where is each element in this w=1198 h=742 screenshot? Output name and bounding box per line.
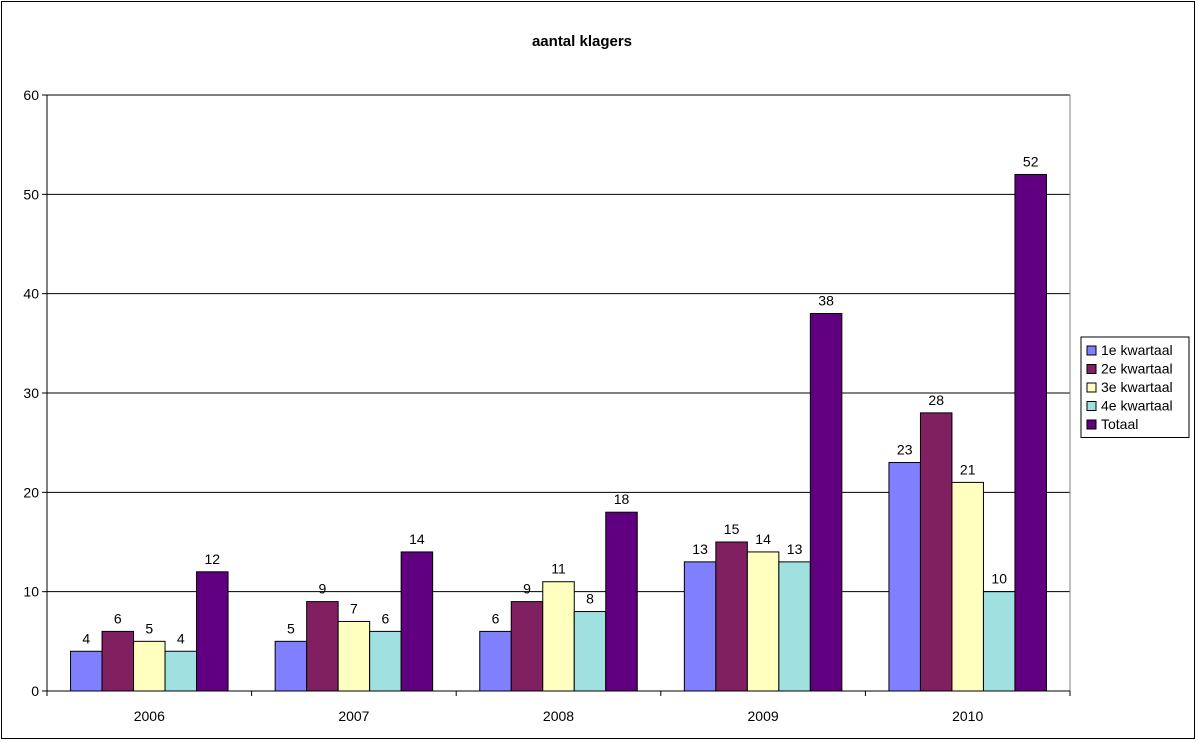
bar: [101, 630, 135, 692]
x-tick-label: 2008: [543, 708, 574, 724]
bar: [809, 313, 843, 692]
legend: 1e kwartaal 2e kwartaal 3e kwartaal 4e kwar…: [1080, 336, 1190, 438]
bar: [1014, 173, 1047, 692]
data-label: 9: [319, 581, 327, 597]
data-label: 9: [523, 581, 531, 597]
x-tick-label: 2009: [748, 708, 779, 724]
data-label: 6: [382, 610, 390, 626]
y-tick-label: 0: [31, 683, 39, 699]
legend-entry: 1e kwartaal: [1101, 342, 1173, 358]
bar: [164, 650, 198, 692]
legend-entry: 4e kwartaal: [1101, 398, 1173, 414]
bar: [306, 601, 339, 692]
bar: [746, 551, 780, 692]
data-label: 13: [692, 541, 708, 557]
legend-swatch: [1086, 364, 1097, 374]
legend-entry: 3e kwartaal: [1101, 379, 1173, 395]
chart-title: aantal klagers: [532, 33, 632, 50]
y-tick-label: 40: [23, 286, 39, 302]
bar: [196, 571, 229, 692]
bar: [510, 601, 544, 692]
bar: [542, 581, 575, 692]
x-tick-label: 2006: [134, 708, 165, 724]
data-label: 38: [818, 293, 834, 309]
data-label: 4: [177, 630, 185, 646]
y-tick-label: 20: [23, 484, 39, 500]
data-label: 14: [409, 531, 425, 547]
y-tick-label: 60: [23, 87, 39, 103]
bar: [133, 640, 166, 692]
x-tick-label: 2010: [952, 708, 983, 724]
bar: [951, 481, 984, 692]
bar: [778, 561, 811, 692]
y-tick-label: 50: [23, 186, 39, 202]
bar: [919, 412, 953, 692]
bar: [274, 640, 308, 692]
bar: [715, 541, 748, 692]
data-label: 13: [787, 541, 803, 557]
data-label: 5: [287, 620, 295, 636]
data-label: 4: [82, 630, 90, 646]
legend-swatch: [1086, 419, 1097, 430]
bar: [400, 551, 434, 692]
x-tick-label: 2007: [338, 708, 369, 724]
bar: [605, 511, 638, 692]
legend-entry: Totaal: [1101, 416, 1138, 432]
data-label: 7: [350, 600, 358, 616]
bar: [573, 611, 607, 692]
data-label: 5: [145, 620, 153, 636]
data-label: 15: [724, 521, 740, 537]
bar: [369, 630, 402, 692]
bar: [479, 630, 512, 692]
bar: [683, 561, 717, 692]
legend-box: [1080, 336, 1190, 438]
bar: [982, 591, 1016, 692]
data-label: 28: [928, 392, 944, 408]
legend-swatch: [1086, 345, 1097, 356]
y-tick-label: 10: [23, 584, 39, 600]
legend-swatch: [1086, 401, 1097, 411]
data-label: 52: [1023, 153, 1039, 169]
data-labels: 4 6 5 4 12 5 9 7 6 14 6 9 11 8 18 13 15 14 13 38 23 28 21 10 52: [82, 153, 1038, 646]
data-label: 23: [897, 442, 913, 458]
bars: [70, 173, 1047, 692]
data-label: 14: [755, 531, 771, 547]
data-label: 6: [492, 610, 500, 626]
legend-entry: 2e kwartaal: [1101, 361, 1173, 377]
data-label: 12: [205, 551, 221, 567]
bar: [70, 650, 103, 692]
data-label: 11: [551, 561, 566, 577]
bar: [337, 620, 371, 692]
bar: [888, 462, 921, 692]
data-label: 6: [114, 610, 122, 626]
data-label: 10: [991, 571, 1007, 587]
data-label: 21: [960, 461, 976, 477]
data-label: 18: [614, 491, 630, 507]
data-label: 8: [586, 591, 594, 607]
legend-swatch: [1086, 382, 1097, 393]
y-tick-label: 30: [23, 385, 39, 401]
